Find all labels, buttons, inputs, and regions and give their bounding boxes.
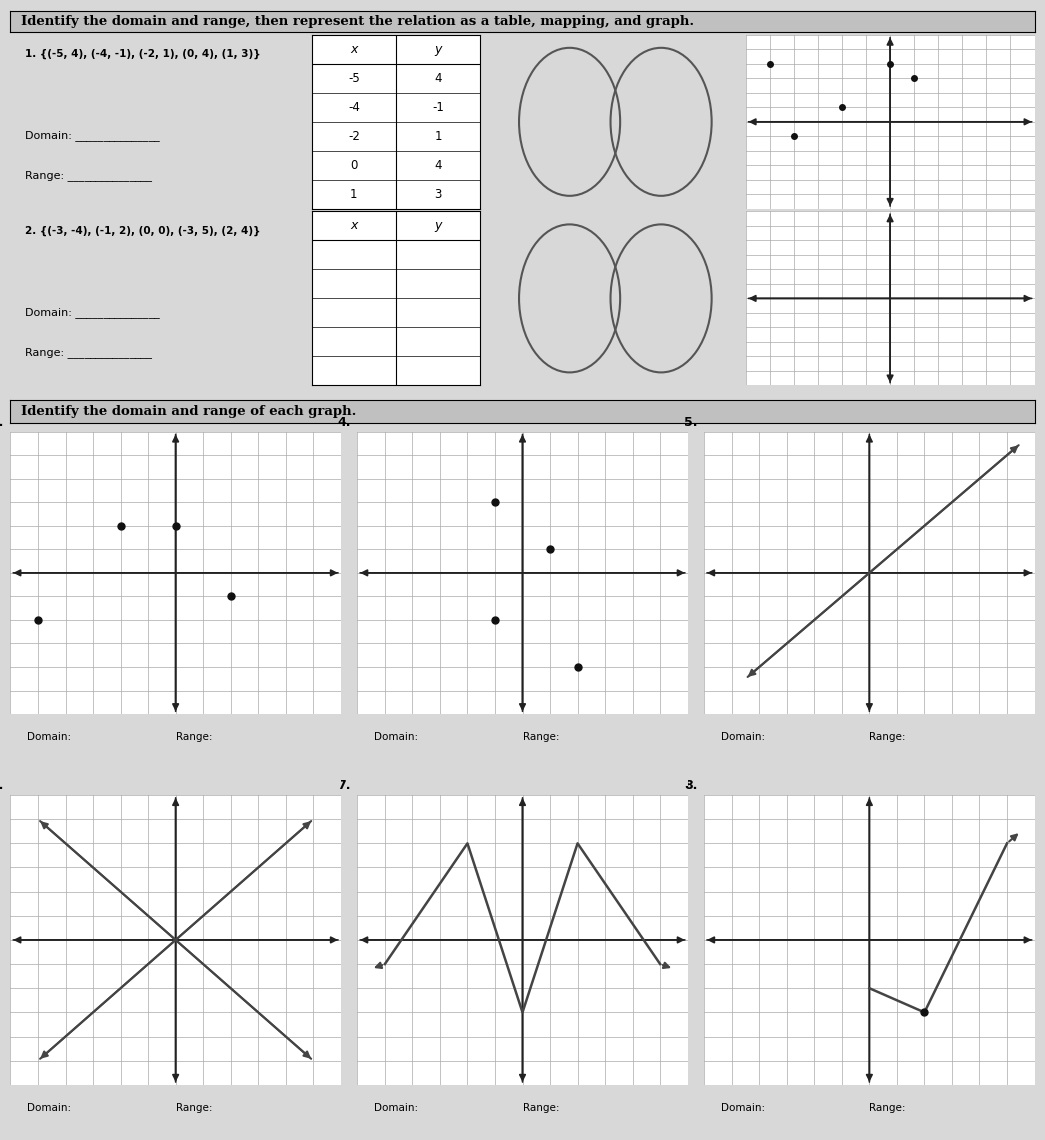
- Text: -1: -1: [433, 100, 444, 114]
- Text: Range: _______________: Range: _______________: [25, 171, 152, 181]
- Text: Domain: _______________: Domain: _______________: [25, 130, 160, 141]
- Text: Domain:: Domain:: [374, 732, 418, 742]
- Text: 6.: 6.: [0, 779, 4, 792]
- Text: Range:: Range:: [176, 1102, 212, 1113]
- Text: -2: -2: [348, 130, 359, 142]
- Text: y: y: [435, 43, 442, 56]
- Text: 5.: 5.: [684, 416, 698, 429]
- Text: Identify the domain and range, then represent the relation as a table, mapping, : Identify the domain and range, then repr…: [21, 15, 694, 28]
- Text: Domain:: Domain:: [27, 732, 71, 742]
- Text: x: x: [350, 43, 357, 56]
- Text: 3.: 3.: [0, 416, 4, 429]
- Text: 1: 1: [435, 130, 442, 142]
- Text: Domain:: Domain:: [721, 1102, 765, 1113]
- Text: Range: _______________: Range: _______________: [25, 348, 152, 358]
- Text: 1. {(-5, 4), (-4, -1), (-2, 1), (0, 4), (1, 3)}: 1. {(-5, 4), (-4, -1), (-2, 1), (0, 4), …: [25, 49, 260, 59]
- Text: 0: 0: [350, 158, 357, 172]
- Text: -4: -4: [348, 100, 359, 114]
- Text: y: y: [435, 219, 442, 233]
- Text: Range:: Range:: [522, 732, 559, 742]
- Text: x: x: [350, 219, 357, 233]
- Text: Range:: Range:: [869, 732, 906, 742]
- Text: 4: 4: [435, 72, 442, 84]
- Text: 1: 1: [350, 188, 357, 201]
- Text: Identify the domain and range of each graph.: Identify the domain and range of each gr…: [21, 405, 356, 417]
- Text: Domain:: Domain:: [27, 1102, 71, 1113]
- Text: -5: -5: [348, 72, 359, 84]
- Text: 4.: 4.: [338, 416, 351, 429]
- Text: Range:: Range:: [869, 1102, 906, 1113]
- Text: 7.: 7.: [338, 779, 351, 792]
- Text: 3: 3: [435, 188, 442, 201]
- Text: 4: 4: [435, 158, 442, 172]
- Text: Range:: Range:: [176, 732, 212, 742]
- Text: 8.: 8.: [684, 779, 698, 792]
- Text: 2. {(-3, -4), (-1, 2), (0, 0), (-3, 5), (2, 4)}: 2. {(-3, -4), (-1, 2), (0, 0), (-3, 5), …: [25, 226, 260, 236]
- Text: Domain:: Domain:: [374, 1102, 418, 1113]
- Text: Domain:: Domain:: [721, 732, 765, 742]
- Text: Domain: _______________: Domain: _______________: [25, 307, 160, 318]
- Text: Range:: Range:: [522, 1102, 559, 1113]
